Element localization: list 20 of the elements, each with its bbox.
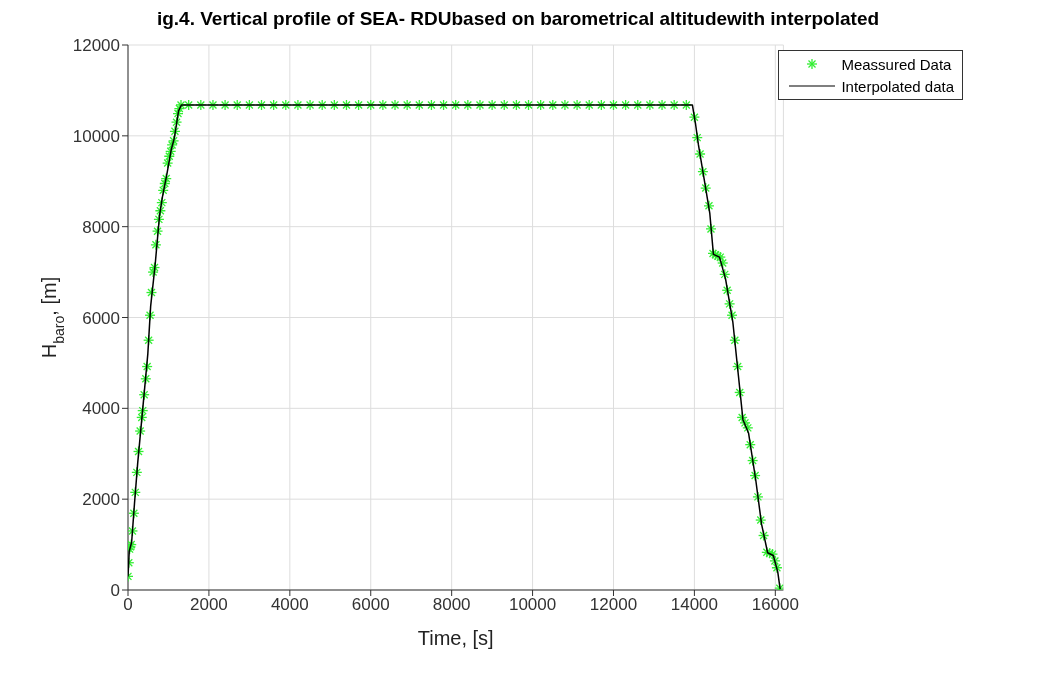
y-tick-label: 0 <box>110 581 120 601</box>
x-tick-label: 10000 <box>508 595 557 615</box>
x-tick-label: 16000 <box>751 595 799 615</box>
y-tick-label: 8000 <box>82 217 120 237</box>
x-axis-title: Time, [s] <box>417 627 494 649</box>
y-tick-label: 10000 <box>72 126 120 146</box>
y-tick-label: 4000 <box>82 399 120 419</box>
chart-title: ig.4. Vertical profile of SEA- RDUbased on barometrical altitudewith interpolated <box>155 8 881 30</box>
x-tick-label: 2000 <box>190 595 228 615</box>
x-tick-label: 0 <box>123 595 133 615</box>
x-tick-label: 8000 <box>432 595 471 615</box>
x-tick-label: 14000 <box>670 595 719 615</box>
y-tick-label: 12000 <box>72 36 120 56</box>
y-tick-label: 2000 <box>82 490 120 510</box>
y-tick-label: 6000 <box>82 308 120 328</box>
legend-label: Meassured Data <box>841 55 952 73</box>
legend-label: Interpolated data <box>841 77 954 95</box>
x-tick-label: 4000 <box>270 595 309 615</box>
x-tick-label: 12000 <box>589 595 638 615</box>
x-tick-label: 6000 <box>351 595 390 615</box>
